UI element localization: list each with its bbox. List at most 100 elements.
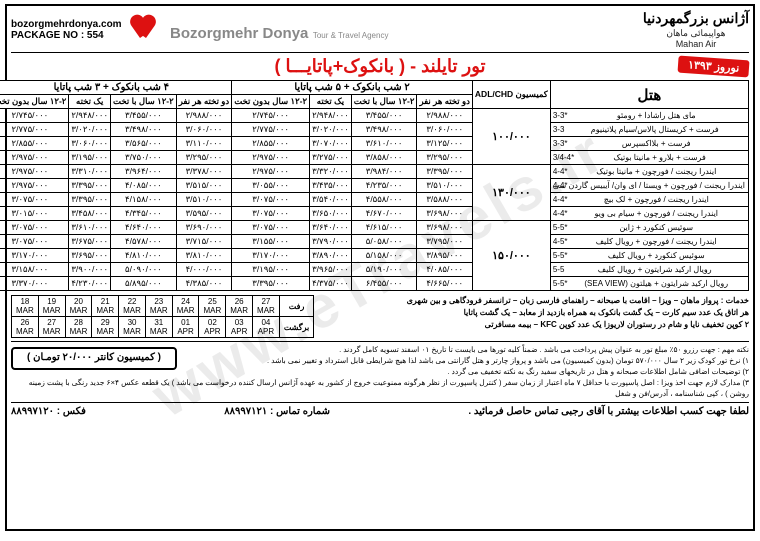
date-back-cell: 04APR — [254, 317, 281, 338]
price-cell: ۳/۳۹۵/۰۰۰ — [233, 277, 311, 291]
header: آژانس بزرگمهردنیا هواپیمائی ماهان Mahan … — [12, 10, 750, 53]
price-cell: ۳/۰۵۵/۰۰۰ — [233, 179, 311, 193]
packageB-header: ۴ شب بانکوک + ۳ شب پاتایا — [0, 81, 233, 95]
price-cell: ۳/۸۹۵/۰۰۰ — [418, 249, 473, 263]
price-cell: ۴/۶۷۰/۰۰۰ — [352, 207, 418, 221]
phone: شماره تماس : ۸۸۹۹۷۱۲۱ — [225, 406, 331, 417]
price-cell: ۳/۱۱۰/۰۰۰ — [177, 137, 232, 151]
price-cell: ۳/۰۷۰/۰۰۰ — [311, 137, 353, 151]
price-row: 5-5*رویال ارکید شرایتون + هیلتون (SEA VI… — [0, 277, 750, 291]
price-row: 4-4*ایندرا ریجنت / فورچون + لک بیچ۳/۵۸۸/… — [0, 193, 750, 207]
footer: لطفا جهت کسب اطلاعات بیشتر با آقای رجبی … — [12, 402, 750, 417]
price-cell: ۳/۵۱۰/۰۰۰ — [418, 179, 473, 193]
date-go-cell: 24MAR — [173, 296, 200, 317]
price-cell: ۲/۷۷۵/۰۰۰ — [233, 123, 311, 137]
price-cell: ۳/۳۹۵/۰۰۰ — [70, 193, 112, 207]
counter-commission: ( کمیسیون کانتر ۲۰/۰۰۰ تومـان ) — [12, 347, 178, 370]
packageA-header: ۲ شب بانکوک + ۵ شب پاتایا — [233, 81, 474, 95]
price-cell: ۲/۹۷۵/۰۰۰ — [233, 151, 311, 165]
header-mid: Bozorgmehr Donya Tour & Travel Agency — [123, 16, 644, 43]
date-back-cell: 31MAR — [146, 317, 173, 338]
price-cell: ۲/۹۷۵/۰۰۰ — [0, 151, 70, 165]
price-cell: ۴/۶۶۵/۰۰۰ — [418, 277, 473, 291]
subcol-header: ۱۲-۲ سال با تخت — [112, 95, 178, 109]
nowruz-badge: نوروز ۱۳۹۳ — [678, 56, 750, 78]
page: آژانس بزرگمهردنیا هواپیمائی ماهان Mahan … — [6, 4, 756, 531]
price-cell: ۴/۰۸۵/۰۰۰ — [112, 179, 178, 193]
price-cell: ۳/۵۹۵/۰۰۰ — [177, 207, 232, 221]
price-cell: ۳/۰۷۵/۰۰۰ — [0, 235, 70, 249]
price-row: 4-4*ایندرا ریجنت / فورچون + مانیتا بوتیک… — [0, 165, 750, 179]
date-back-cell: 30MAR — [120, 317, 147, 338]
price-row: 3/4-4*فرست + بلارو + مانیتا بوتیک۳/۲۹۵/۰… — [0, 151, 750, 165]
hotel-cell: 3/4-4*فرست + بلارو + مانیتا بوتیک — [551, 151, 749, 165]
price-cell: ۴/۱۵۸/۰۰۰ — [112, 193, 178, 207]
price-row: 4-4*ایندرا ریجنت / فورچون + سیام بی ویو ۳… — [0, 207, 750, 221]
price-cell: ۳/۰۷۵/۰۰۰ — [0, 221, 70, 235]
price-cell: ۳/۰۷۵/۰۰۰ — [233, 193, 311, 207]
price-cell: ۳/۷۹۵/۰۰۰ — [418, 235, 473, 249]
date-go-cell: 20MAR — [66, 296, 93, 317]
date-go-cell: 26MAR — [227, 296, 254, 317]
price-cell: ۳/۵۸۸/۰۰۰ — [418, 193, 473, 207]
price-cell: ۳/۵۶۵/۰۰۰ — [112, 137, 178, 151]
price-cell: ۳/۴۳۵/۰۰۰ — [311, 179, 353, 193]
price-cell: ۲/۹۷۵/۰۰۰ — [233, 165, 311, 179]
price-cell: ۳/۴۹۸/۰۰۰ — [112, 123, 178, 137]
price-cell: ۳/۱۷۰/۰۰۰ — [0, 249, 70, 263]
price-cell: ۳/۶۱۰/۰۰۰ — [352, 137, 418, 151]
price-cell: ۲/۸۵۵/۰۰۰ — [0, 137, 70, 151]
date-back-cell: 03APR — [227, 317, 254, 338]
hotel-cell: 3-3*مای هتل راشادا + رومئو — [551, 109, 749, 123]
price-cell: ۳/۰۱۵/۰۰۰ — [0, 207, 70, 221]
go-label: رفت — [280, 296, 314, 317]
commission-header: کمیسیون ADL/CHD — [473, 81, 551, 109]
date-go-cell: 19MAR — [39, 296, 66, 317]
header-left: bozorgmehrdonya.com PACKAGE NO : 554 — [12, 19, 123, 41]
subcol-header: دو تخته هر نفر — [418, 95, 473, 109]
notes: ( کمیسیون کانتر ۲۰/۰۰۰ تومـان ) نکته مهم… — [12, 341, 750, 399]
price-cell: ۳/۳۲۰/۰۰۰ — [311, 165, 353, 179]
subcol-header: ۱۲-۲ سال بدون تخت — [233, 95, 311, 109]
price-cell: ۲/۹۷۵/۰۰۰ — [0, 165, 70, 179]
price-cell: ۴/۲۳۰/۰۰۰ — [70, 277, 112, 291]
subcol-header: دو تخته هر نفر — [177, 95, 232, 109]
price-cell: ۲/۹۴۸/۰۰۰ — [311, 109, 353, 123]
hotel-header: هتل — [551, 81, 749, 109]
price-cell: ۲/۹۸۸/۰۰۰ — [418, 109, 473, 123]
price-cell: ۳/۸۹۰/۰۰۰ — [311, 249, 353, 263]
hotel-cell: 5-5رویال ارکید شرایتون + رویال کلیف — [551, 263, 749, 277]
hotel-cell: 4-4*ایندرا ریجنت / فورچون + ویستا / ای و… — [551, 179, 749, 193]
hotel-cell: 4-4*ایندرا ریجنت / فورچون + مانیتا بوتیک — [551, 165, 749, 179]
tour-title: تور تایلند - ( بانکوک+پاتایـــا ) — [276, 56, 487, 77]
price-cell: ۴/۵۵۸/۰۰۰ — [352, 193, 418, 207]
price-cell: ۳/۶۵۰/۰۰۰ — [311, 207, 353, 221]
note-4: ۳) مدارک لازم جهت اخذ ویزا : اصل پاسپورت… — [12, 378, 750, 400]
commission-cell: ۱۵۰/۰۰۰ — [473, 221, 551, 291]
price-row: 5-5رویال ارکید شرایتون + رویال کلیف۴/۰۸۵… — [0, 263, 750, 277]
hotel-cell: 3-3فرست + کریستال پالاس/سیام پلاتینیوم — [551, 123, 749, 137]
price-cell: ۳/۱۹۵/۰۰۰ — [70, 151, 112, 165]
date-back-cell: 26MAR — [13, 317, 40, 338]
services-line3: ۲ کوپن تخفیف نایا و شام در رستوران لاریو… — [321, 319, 750, 331]
price-cell: ۳/۴۵۵/۰۰۰ — [352, 109, 418, 123]
agency-name-en: Bozorgmehr Donya — [171, 25, 309, 42]
price-cell: ۳/۷۵۰/۰۰۰ — [112, 151, 178, 165]
services: خدمات : پرواز ماهان – ویزا – اقامت با صب… — [321, 295, 750, 331]
price-cell: ۳/۸۵۸/۰۰۰ — [352, 151, 418, 165]
date-back-cell: 27MAR — [39, 317, 66, 338]
hotel-cell: 4-4*ایندرا ریجنت / فورچون + سیام بی ویو — [551, 207, 749, 221]
price-cell: ۳/۹۶۵/۰۰۰ — [311, 263, 353, 277]
date-go-cell: 23MAR — [146, 296, 173, 317]
price-cell: ۳/۹۸۴/۰۰۰ — [352, 165, 418, 179]
price-cell: ۳/۰۲۰/۰۰۰ — [311, 123, 353, 137]
price-cell: ۳/۱۵۵/۰۰۰ — [233, 235, 311, 249]
price-cell: ۴/۳۴۵/۰۰۰ — [112, 207, 178, 221]
agency-subtitle: Tour & Travel Agency — [314, 31, 390, 40]
price-cell: ۳/۰۲۰/۰۰۰ — [70, 123, 112, 137]
price-cell: ۴/۸۱۰/۰۰۰ — [112, 249, 178, 263]
logo-icon — [133, 16, 167, 38]
price-cell: ۳/۳۹۵/۰۰۰ — [418, 165, 473, 179]
hotel-cell: 4-5*ایندرا ریجنت / فورچون + رویال کلیف — [551, 235, 749, 249]
price-row: 3-3*مای هتل راشادا + رومئو۱۰۰/۰۰۰۲/۹۸۸/۰… — [0, 109, 750, 123]
